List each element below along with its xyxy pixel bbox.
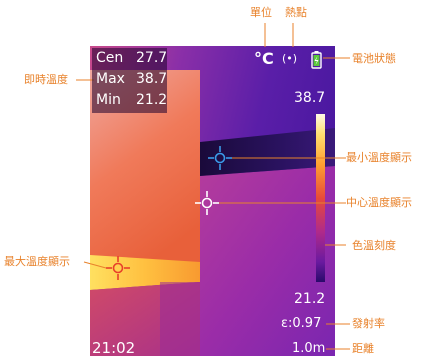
leader-lines [76,23,350,350]
thermal-screen [90,46,335,356]
battery-charging-icon [311,51,322,69]
scale-min-value: 21.2 [294,291,326,307]
stat-key: Cen [96,50,124,66]
leader-max-temp [83,261,107,269]
lower-center-shadow [160,282,200,356]
stat-value: 38.7 [136,71,168,87]
emissivity-value: ε:0.97 [281,316,322,331]
warm-panel-left [90,70,200,275]
cool-panel-right [200,166,335,356]
stat-value: 21.2 [136,92,168,108]
callout-center-temp: 中心溫度顯示 [346,196,412,209]
stat-key: Max [96,71,125,87]
callout-realtime-temp: 即時溫度 [24,73,68,86]
cold-band [200,128,335,176]
stat-key: Min [96,92,121,108]
max-temp-crosshair-icon [106,256,130,280]
callout-unit: 單位 [250,6,272,19]
time-value: 21:02 [92,339,136,357]
callout-emissivity: 發射率 [352,317,385,330]
callout-battery: 電池狀態 [352,52,396,65]
hotspot-signal-icon: (•) [282,52,298,65]
callout-max-temp: 最大溫度顯示 [4,255,70,268]
min-temp-crosshair-icon [208,146,232,170]
callout-hotspot: 熱點 [285,6,307,19]
distance-value: 1.0m [292,341,326,356]
center-temp-crosshair-icon [195,191,219,215]
callout-min-temp: 最小溫度顯示 [346,151,412,164]
realtime-stats-box: Cen 27.7 Max 38.7 Min 21.2 [92,48,167,113]
unit-symbol: °C [254,49,274,68]
color-scale-bar [316,114,325,282]
stat-value: 27.7 [136,50,168,66]
callout-color-scale: 色溫刻度 [352,239,396,252]
callout-distance: 距離 [352,342,374,355]
scale-max-value: 38.7 [294,90,326,106]
